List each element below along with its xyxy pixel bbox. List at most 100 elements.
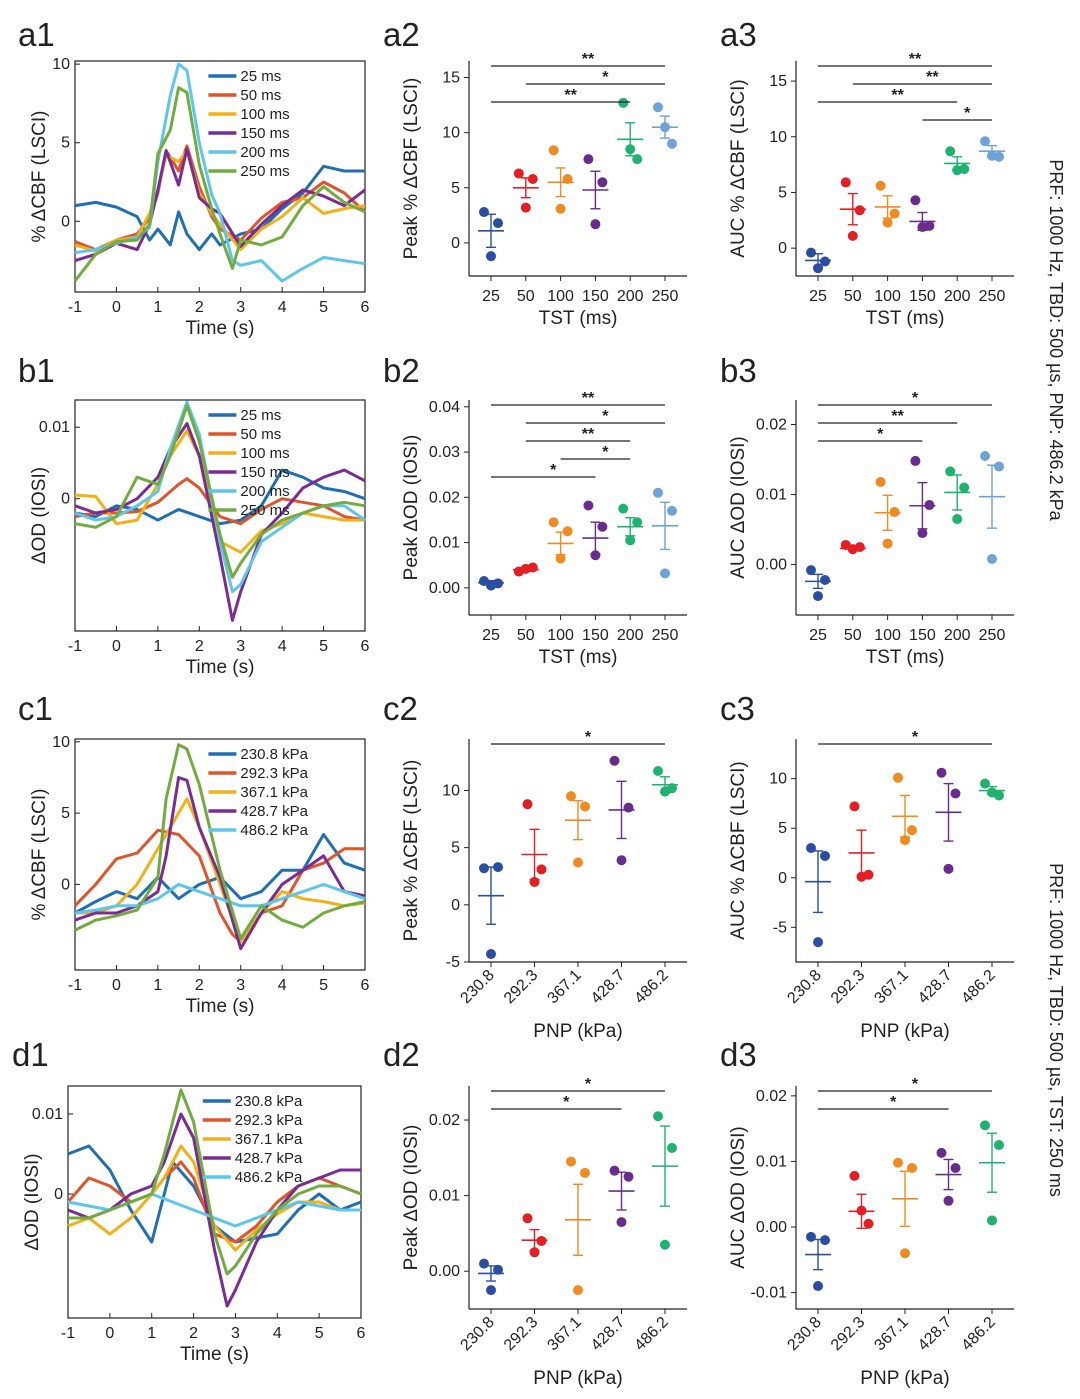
series-line: [74, 422, 366, 622]
legend-entry: 367.1 kPa: [240, 784, 308, 801]
data-point: [863, 869, 874, 880]
y-axis-label: % ΔCBF (LSCI): [29, 111, 50, 243]
data-point: [893, 1157, 903, 1168]
legend-entry: 230.8 kPa: [235, 1093, 303, 1110]
y-tick-label: 0.01: [39, 419, 70, 436]
y-tick-label: 0.01: [429, 1188, 460, 1205]
data-point: [994, 461, 1004, 472]
x-tick-label: 2: [195, 299, 204, 316]
data-point: [486, 1285, 496, 1296]
panel-label-a1: a1: [18, 16, 55, 53]
data-point: [597, 177, 608, 188]
x-tick-label: 428.7: [915, 1314, 955, 1354]
significance-stars: *: [877, 426, 884, 443]
data-point: [952, 514, 963, 525]
data-point: [479, 1258, 489, 1269]
side-note-bottom: PRF: 1000 Hz, TBD: 500 µs, TST: 250 ms: [1046, 863, 1066, 1197]
data-point: [660, 122, 670, 133]
y-tick-label: 0: [61, 876, 70, 893]
data-point: [950, 788, 961, 799]
significance-stars: **: [582, 426, 595, 443]
data-point: [548, 145, 559, 156]
x-axis-label: PNP (kPa): [533, 1021, 622, 1042]
data-point: [597, 521, 608, 532]
y-tick-label: 0: [778, 870, 787, 887]
data-point: [854, 542, 865, 553]
y-tick-label: 0.04: [429, 399, 460, 416]
y-tick-label: 0.01: [756, 487, 787, 504]
significance-stars: *: [563, 1094, 570, 1111]
series-line: [74, 404, 366, 579]
legend-entry: 230.8 kPa: [240, 746, 308, 763]
x-tick-label: 6: [361, 638, 370, 655]
y-tick-label: 5: [61, 135, 70, 152]
y-tick-label: 10: [52, 734, 70, 751]
x-tick-label: 200: [617, 627, 644, 644]
data-point: [856, 1205, 867, 1216]
data-point: [980, 136, 990, 147]
panel-label-c1: c1: [18, 690, 53, 727]
legend-entry: 50 ms: [240, 87, 281, 104]
x-tick-label: 2: [195, 977, 204, 994]
data-point: [609, 1165, 620, 1176]
data-point: [820, 574, 830, 585]
data-point: [653, 102, 663, 113]
data-point: [910, 195, 921, 206]
series-line: [68, 1088, 362, 1276]
y-tick-label: -0.01: [751, 1285, 788, 1302]
x-tick-label: 4: [278, 299, 287, 316]
panel-label-c3: c3: [720, 690, 755, 727]
data-point: [943, 1195, 954, 1206]
data-point: [618, 97, 629, 108]
x-tick-label: 3: [236, 299, 245, 316]
x-tick-label: 200: [944, 288, 971, 305]
x-tick-label: 100: [874, 288, 901, 305]
panel-label-a2: a2: [383, 16, 420, 53]
significance-stars: **: [891, 87, 904, 104]
x-tick-label: 100: [547, 288, 574, 305]
x-tick-label: 292.3: [828, 1314, 868, 1354]
y-tick-label: 0.01: [429, 535, 460, 552]
data-point: [980, 1120, 990, 1131]
significance-stars: *: [585, 729, 592, 746]
x-tick-label: 3: [236, 977, 245, 994]
x-tick-label: 150: [582, 627, 609, 644]
x-tick-label: 0: [112, 638, 121, 655]
significance-stars: *: [912, 729, 919, 746]
data-point: [486, 948, 496, 959]
panel-c1: c1 -1 0 1 2 3 4 5 6 0 5 10 Time (s) % ΔCBF (LSCI) 230.…: [18, 690, 370, 1017]
legend-entry: 292.3 kPa: [240, 765, 308, 782]
data-point: [522, 1213, 533, 1224]
panel-b1: b1 -1 0 1 2 3 4 5 6 0 0.01 Time (s) ΔOD (IOSI) 25 ms 5…: [18, 352, 370, 678]
data-point: [924, 500, 935, 511]
y-tick-label: 15: [769, 73, 787, 90]
x-tick-label: 367.1: [544, 967, 584, 1007]
y-tick-label: 0: [61, 491, 70, 508]
data-point: [813, 263, 823, 274]
panel-label-b1: b1: [18, 352, 55, 389]
x-tick-label: 367.1: [871, 967, 911, 1007]
legend-entry: 367.1 kPa: [235, 1131, 303, 1148]
legend-entry: 25 ms: [240, 68, 281, 85]
y-tick-label: 0.01: [756, 1153, 787, 1170]
x-tick-label: 367.1: [871, 1314, 911, 1354]
panel-b3: b3 0.00 0.01 0.02 25 50 100 150 200 250 TST (ms) AU…: [720, 352, 1014, 668]
panel-label-d2: d2: [383, 1036, 420, 1073]
data-point: [590, 219, 601, 230]
x-tick-label: 250: [652, 627, 679, 644]
significance-stars: *: [602, 408, 609, 425]
data-point: [910, 455, 921, 466]
legend-entry: 100 ms: [240, 445, 289, 462]
x-tick-label: 150: [909, 288, 936, 305]
x-tick-label: 1: [153, 638, 162, 655]
significance-stars: *: [602, 69, 609, 86]
x-tick-label: 6: [361, 299, 370, 316]
series-line: [74, 147, 366, 263]
data-point: [980, 778, 990, 789]
data-point: [536, 864, 547, 875]
y-axis-label: AUC ΔOD (IOSI): [728, 436, 749, 579]
data-point: [820, 850, 830, 861]
x-tick-label: 25: [482, 288, 500, 305]
y-axis-label: Peak % ΔCBF (LSCI): [401, 760, 422, 942]
data-point: [936, 1147, 947, 1158]
